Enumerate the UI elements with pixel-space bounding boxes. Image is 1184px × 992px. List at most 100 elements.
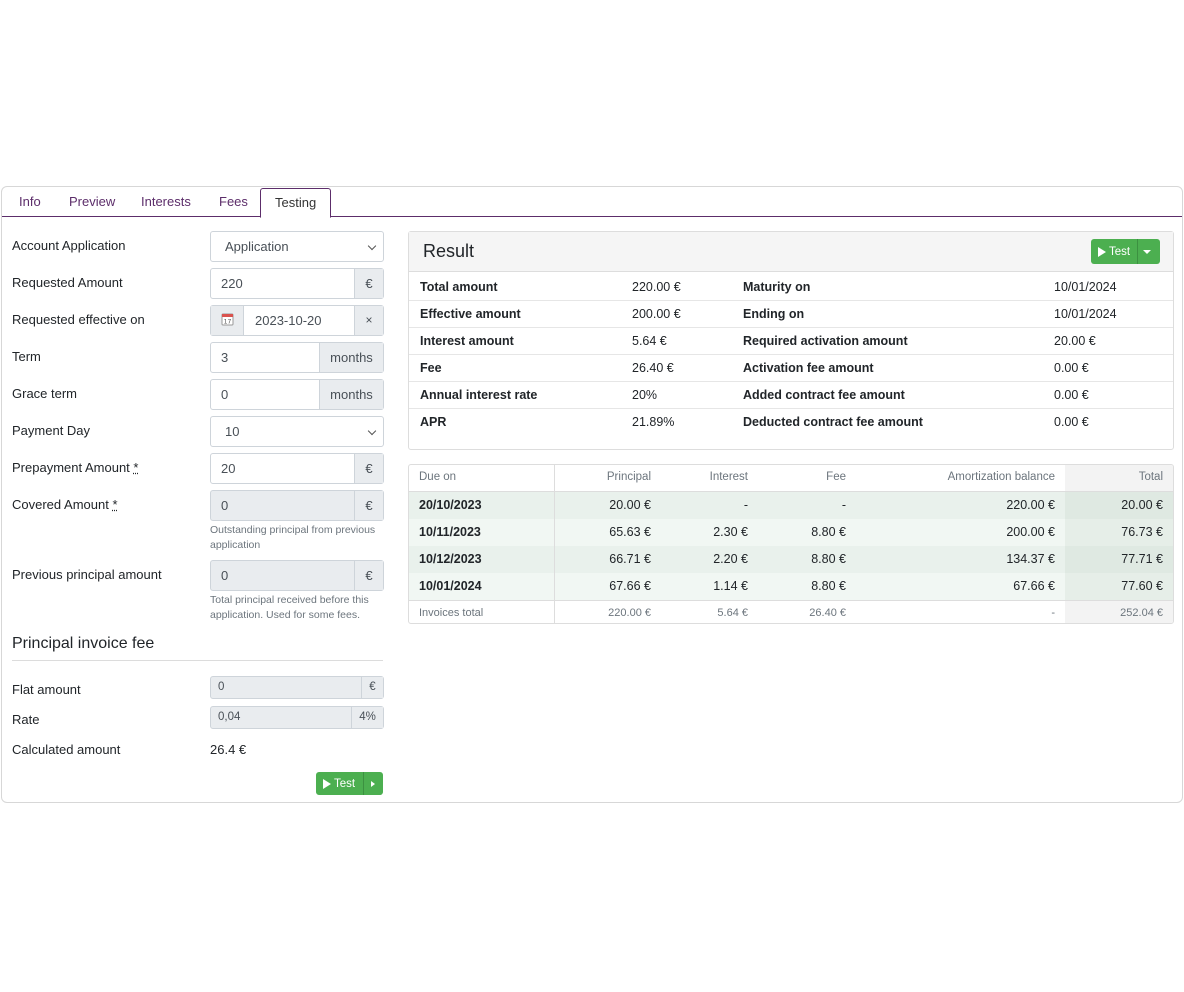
- column-divider: [554, 492, 555, 519]
- total-column-bg: [1065, 546, 1173, 573]
- footer-label: Invoices total: [419, 607, 484, 619]
- header-interest: Interest: [709, 471, 748, 483]
- result-row: Fee 26.40 € Activation fee amount 0.00 €: [409, 355, 1173, 382]
- tab-preview[interactable]: Preview: [69, 194, 116, 209]
- result-row: Effective amount 200.00 € Ending on 10/0…: [409, 301, 1173, 328]
- result-test-main[interactable]: Test: [1091, 239, 1137, 264]
- tab-fees[interactable]: Fees: [219, 194, 248, 209]
- total-column-bg: [1065, 573, 1173, 600]
- chevron-down-icon: [367, 241, 377, 251]
- fee-test-main[interactable]: Test: [316, 772, 363, 795]
- payment-day-select[interactable]: 10: [210, 416, 384, 447]
- result-key: Deducted contract fee amount: [743, 415, 923, 429]
- chevron-down-icon: [367, 426, 377, 436]
- grace-term-input[interactable]: 0 months: [210, 379, 384, 410]
- requested-amount-value: 220: [221, 276, 243, 291]
- rate-label: Rate: [12, 712, 40, 727]
- result-test-dropdown[interactable]: [1137, 239, 1156, 264]
- result-value: 200.00 €: [632, 307, 681, 321]
- calculated-amount-label: Calculated amount: [12, 742, 121, 757]
- cell-interest: 2.20 €: [713, 552, 748, 566]
- cell-fee: 8.80 €: [811, 525, 846, 539]
- cell-balance: 220.00 €: [1006, 498, 1055, 512]
- result-value: 21.89%: [632, 415, 675, 429]
- previous-principal-amount-input[interactable]: 0 €: [210, 560, 384, 591]
- column-divider: [554, 546, 555, 573]
- grace-term-unit-addon: months: [319, 380, 383, 409]
- cell-balance: 134.37 €: [1006, 552, 1055, 566]
- cell-total: 77.60 €: [1121, 579, 1163, 593]
- result-test-button[interactable]: Test: [1091, 239, 1160, 264]
- cell-balance: 200.00 €: [1006, 525, 1055, 539]
- header-due-on: Due on: [419, 471, 457, 483]
- column-divider: [554, 601, 555, 623]
- cell-interest: 2.30 €: [713, 525, 748, 539]
- header-principal: Principal: [606, 471, 651, 483]
- clear-date-button[interactable]: ×: [354, 306, 383, 335]
- section-divider: [12, 660, 383, 661]
- term-label: Term: [12, 349, 41, 364]
- fee-test-toggle[interactable]: [363, 772, 381, 795]
- footer-total: 252.04 €: [1120, 607, 1163, 619]
- tab-interests[interactable]: Interests: [141, 194, 191, 209]
- cell-principal: 66.71 €: [609, 552, 651, 566]
- covered-amount-help: Outstanding principal from previous appl…: [210, 524, 376, 551]
- result-value: 26.40 €: [632, 361, 674, 375]
- fee-test-label: Test: [334, 777, 356, 790]
- account-application-select[interactable]: Application: [210, 231, 384, 262]
- fee-test-button[interactable]: Test: [316, 772, 383, 795]
- calendar-icon[interactable]: 17: [211, 306, 244, 335]
- result-row: Total amount 220.00 € Maturity on 10/01/…: [409, 274, 1173, 301]
- grace-term-label: Grace term: [12, 386, 78, 401]
- tab-testing[interactable]: Testing: [260, 188, 332, 218]
- cell-balance: 67.66 €: [1013, 579, 1055, 593]
- required-marker: *: [112, 497, 118, 512]
- result-value: 10/01/2024: [1054, 307, 1117, 321]
- result-value: 20%: [632, 388, 658, 402]
- result-key: Fee: [420, 361, 442, 375]
- currency-addon: €: [361, 677, 383, 698]
- requested-amount-input[interactable]: 220 €: [210, 268, 384, 299]
- requested-effective-on-value: 2023-10-20: [255, 313, 322, 328]
- result-key: Annual interest rate: [420, 388, 538, 402]
- cell-interest: -: [743, 498, 748, 512]
- footer-interest: 5.64 €: [717, 607, 748, 619]
- prepayment-amount-value: 20: [221, 461, 236, 476]
- covered-amount-input[interactable]: 0 €: [210, 490, 384, 521]
- tab-info[interactable]: Info: [19, 194, 41, 209]
- prepayment-amount-input[interactable]: 20 €: [210, 453, 384, 484]
- term-input[interactable]: 3 months: [210, 342, 384, 373]
- table-header-row: Due on Principal Interest Fee Amortizati…: [409, 465, 1173, 492]
- principal-invoice-fee-heading: Principal invoice fee: [12, 635, 155, 652]
- column-divider: [554, 465, 555, 491]
- covered-amount-label-text: Covered Amount: [12, 497, 109, 512]
- flat-amount-label: Flat amount: [12, 682, 81, 697]
- result-value: 0.00 €: [1054, 388, 1089, 402]
- result-row: Interest amount 5.64 € Required activati…: [409, 328, 1173, 355]
- cell-fee: 8.80 €: [811, 579, 846, 593]
- result-key: Total amount: [420, 280, 498, 294]
- result-key: Activation fee amount: [743, 361, 874, 375]
- table-row: 10/11/2023 65.63 € 2.30 € 8.80 € 200.00 …: [409, 519, 1173, 546]
- footer-balance: -: [1051, 607, 1055, 619]
- requested-effective-on-input[interactable]: 17 2023-10-20 ×: [210, 305, 384, 336]
- result-key: Effective amount: [420, 307, 521, 321]
- cell-interest: 1.14 €: [713, 579, 748, 593]
- cell-principal: 65.63 €: [609, 525, 651, 539]
- result-value: 220.00 €: [632, 280, 681, 294]
- column-divider: [554, 519, 555, 546]
- term-value: 3: [221, 350, 229, 365]
- cell-due-on: 10/01/2024: [419, 579, 482, 593]
- prepayment-amount-label: Prepayment Amount *: [12, 460, 138, 475]
- total-column-bg: [1065, 519, 1173, 546]
- requested-effective-on-label: Requested effective on: [12, 312, 145, 327]
- payment-day-value: 10: [225, 424, 240, 439]
- account-application-label: Account Application: [12, 238, 126, 253]
- total-column-bg: [1065, 601, 1173, 623]
- cell-due-on: 20/10/2023: [419, 498, 482, 512]
- flat-amount-input[interactable]: 0 €: [210, 676, 384, 699]
- cell-due-on: 10/11/2023: [419, 525, 481, 539]
- rate-input[interactable]: 0,04 4%: [210, 706, 384, 729]
- calculated-amount-value: 26.4 €: [210, 742, 247, 757]
- covered-amount-label: Covered Amount *: [12, 497, 118, 512]
